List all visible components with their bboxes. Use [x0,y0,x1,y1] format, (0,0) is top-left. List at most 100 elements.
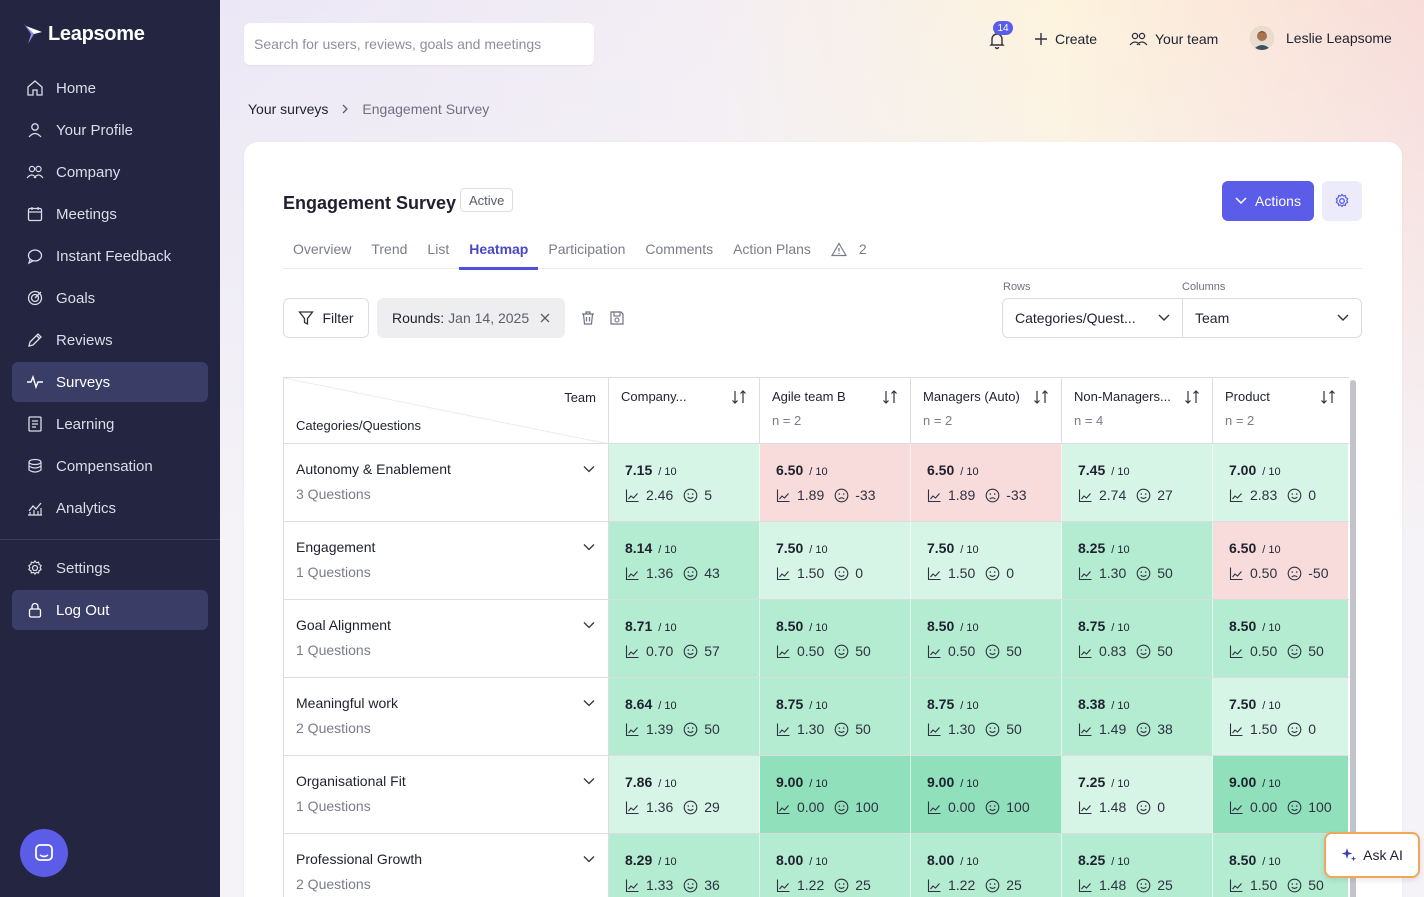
sort-icon[interactable] [1320,389,1336,405]
sidebar-item-reviews[interactable]: Reviews [12,320,208,360]
heatmap-row-label[interactable]: Engagement 1 Questions [284,522,609,599]
cell-enps: 27 [1157,487,1173,503]
heatmap-cell[interactable]: 8.71 / 10 0.70 57 [609,600,760,677]
std-deviation-icon [927,879,941,892]
heatmap-column-header[interactable]: Company... [609,378,760,443]
filter-icon [298,311,315,326]
heatmap-cell[interactable]: 6.50 / 10 1.89 -33 [760,444,911,521]
heatmap-cell[interactable]: 9.00 / 10 0.00 100 [1213,756,1348,833]
tab-heatmap[interactable]: Heatmap [459,229,539,270]
sidebar-item-company[interactable]: Company [12,152,208,192]
create-button[interactable]: Create [1034,28,1097,50]
heatmap-cell[interactable]: 7.50 / 10 1.50 0 [911,522,1062,599]
tab-overview[interactable]: Overview [293,241,352,257]
heatmap-row-label[interactable]: Organisational Fit 1 Questions [284,756,609,833]
ask-ai-button[interactable]: Ask AI [1324,832,1420,878]
heatmap-cell[interactable]: 6.50 / 10 0.50 -50 [1213,522,1348,599]
actions-button[interactable]: Actions [1222,181,1314,221]
heatmap-cell[interactable]: 8.29 / 10 1.33 36 [609,834,760,897]
chevron-down-icon[interactable] [582,540,596,554]
heatmap-cell[interactable]: 7.00 / 10 2.83 0 [1213,444,1348,521]
sort-icon[interactable] [731,389,747,405]
user-menu[interactable]: Leslie Leapsome [1250,26,1392,50]
chevron-down-icon[interactable] [582,462,596,476]
filter-button[interactable]: Filter [283,298,369,338]
heatmap-cell[interactable]: 7.15 / 10 2.46 5 [609,444,760,521]
heatmap-cell[interactable]: 8.25 / 10 1.48 25 [1062,834,1213,897]
tab-action-plans[interactable]: Action Plans [733,241,811,257]
heatmap-row-label[interactable]: Professional Growth 2 Questions [284,834,609,897]
heatmap-cell[interactable]: 8.14 / 10 1.36 43 [609,522,760,599]
sidebar-item-instant-feedback[interactable]: Instant Feedback [12,236,208,276]
cell-enps: 29 [704,799,720,815]
heatmap-cell[interactable]: 8.00 / 10 1.22 25 [760,834,911,897]
close-icon[interactable] [539,312,551,324]
heatmap-row-label[interactable]: Goal Alignment 1 Questions [284,600,609,677]
heatmap-scrollbar[interactable] [1350,380,1356,897]
heatmap-cell[interactable]: 8.00 / 10 1.22 25 [911,834,1062,897]
heatmap-cell[interactable]: 6.50 / 10 1.89 -33 [911,444,1062,521]
heatmap-column-header[interactable]: Agile team B n = 2 [760,378,911,443]
heatmap-cell[interactable]: 9.00 / 10 0.00 100 [760,756,911,833]
sidebar-item-your-profile[interactable]: Your Profile [12,110,208,150]
survey-settings-button[interactable] [1322,181,1362,221]
heatmap-cell[interactable]: 8.75 / 10 0.83 50 [1062,600,1213,677]
columns-select[interactable]: Team [1183,299,1361,337]
cell-enps: 50 [1006,721,1022,737]
heatmap-cell[interactable]: 8.75 / 10 1.30 50 [911,678,1062,755]
heatmap-cell[interactable]: 8.75 / 10 1.30 50 [760,678,911,755]
rounds-filter-chip[interactable]: Rounds: Jan 14, 2025 [377,298,565,338]
heatmap-cell[interactable]: 8.50 / 10 0.50 50 [1213,600,1348,677]
sort-icon[interactable] [1184,389,1200,405]
heatmap-cell[interactable]: 7.86 / 10 1.36 29 [609,756,760,833]
heatmap-cell[interactable]: 8.50 / 10 0.50 50 [911,600,1062,677]
heatmap-cell[interactable]: 7.25 / 10 1.48 0 [1062,756,1213,833]
cell-enps: 50 [1308,877,1324,893]
rows-select[interactable]: Categories/Quest... [1003,299,1183,337]
sort-icon[interactable] [882,389,898,405]
leapsome-logo[interactable]: Leapsome [22,22,145,46]
sort-icon[interactable] [1033,389,1049,405]
breadcrumb-parent[interactable]: Your surveys [248,101,329,117]
sidebar-item-compensation[interactable]: Compensation [12,446,208,486]
sidebar-item-analytics[interactable]: Analytics [12,488,208,528]
heatmap-cell[interactable]: 7.50 / 10 1.50 0 [1213,678,1348,755]
trash-icon[interactable] [580,310,596,326]
tab-comments[interactable]: Comments [645,241,714,257]
heatmap-column-header[interactable]: Product n = 2 [1213,378,1348,443]
chevron-down-icon[interactable] [582,852,596,866]
heatmap-row-label[interactable]: Meaningful work 2 Questions [284,678,609,755]
heatmap-column-header[interactable]: Managers (Auto) n = 2 [911,378,1062,443]
sidebar-item-log-out[interactable]: Log Out [12,590,208,630]
heatmap-cell[interactable]: 7.50 / 10 1.50 0 [760,522,911,599]
your-team-button[interactable]: Your team [1129,28,1218,50]
sidebar-item-meetings[interactable]: Meetings [12,194,208,234]
tab-list[interactable]: List [427,241,450,257]
save-icon[interactable] [609,310,625,326]
tab-participation[interactable]: Participation [548,241,626,257]
tab-warnings[interactable]: 2 [821,229,877,269]
sidebar-item-home[interactable]: Home [12,68,208,108]
chevron-down-icon[interactable] [582,774,596,788]
rows-label: Rows [1003,281,1031,293]
chevron-down-icon[interactable] [582,618,596,632]
heatmap-cell[interactable]: 8.25 / 10 1.30 50 [1062,522,1213,599]
support-chat-button[interactable] [20,829,68,877]
heatmap-cell[interactable]: 8.38 / 10 1.49 38 [1062,678,1213,755]
heatmap-row-label[interactable]: Autonomy & Enablement 3 Questions [284,444,609,521]
global-search-input[interactable]: Search for users, reviews, goals and mee… [244,23,594,65]
heatmap-cell[interactable]: 8.50 / 10 0.50 50 [760,600,911,677]
heatmap-cell[interactable]: 9.00 / 10 0.00 100 [911,756,1062,833]
smile-icon [683,566,698,580]
tab-trend[interactable]: Trend [371,241,408,257]
chevron-down-icon[interactable] [582,696,596,710]
cell-score: 7.50 [1229,696,1257,712]
cell-scale: / 10 [658,622,677,634]
sidebar-item-goals[interactable]: Goals [12,278,208,318]
sidebar-item-settings[interactable]: Settings [12,548,208,588]
heatmap-cell[interactable]: 8.64 / 10 1.39 50 [609,678,760,755]
sidebar-item-surveys[interactable]: Surveys [12,362,208,402]
heatmap-cell[interactable]: 7.45 / 10 2.74 27 [1062,444,1213,521]
heatmap-column-header[interactable]: Non-Managers... n = 4 [1062,378,1213,443]
sidebar-item-learning[interactable]: Learning [12,404,208,444]
